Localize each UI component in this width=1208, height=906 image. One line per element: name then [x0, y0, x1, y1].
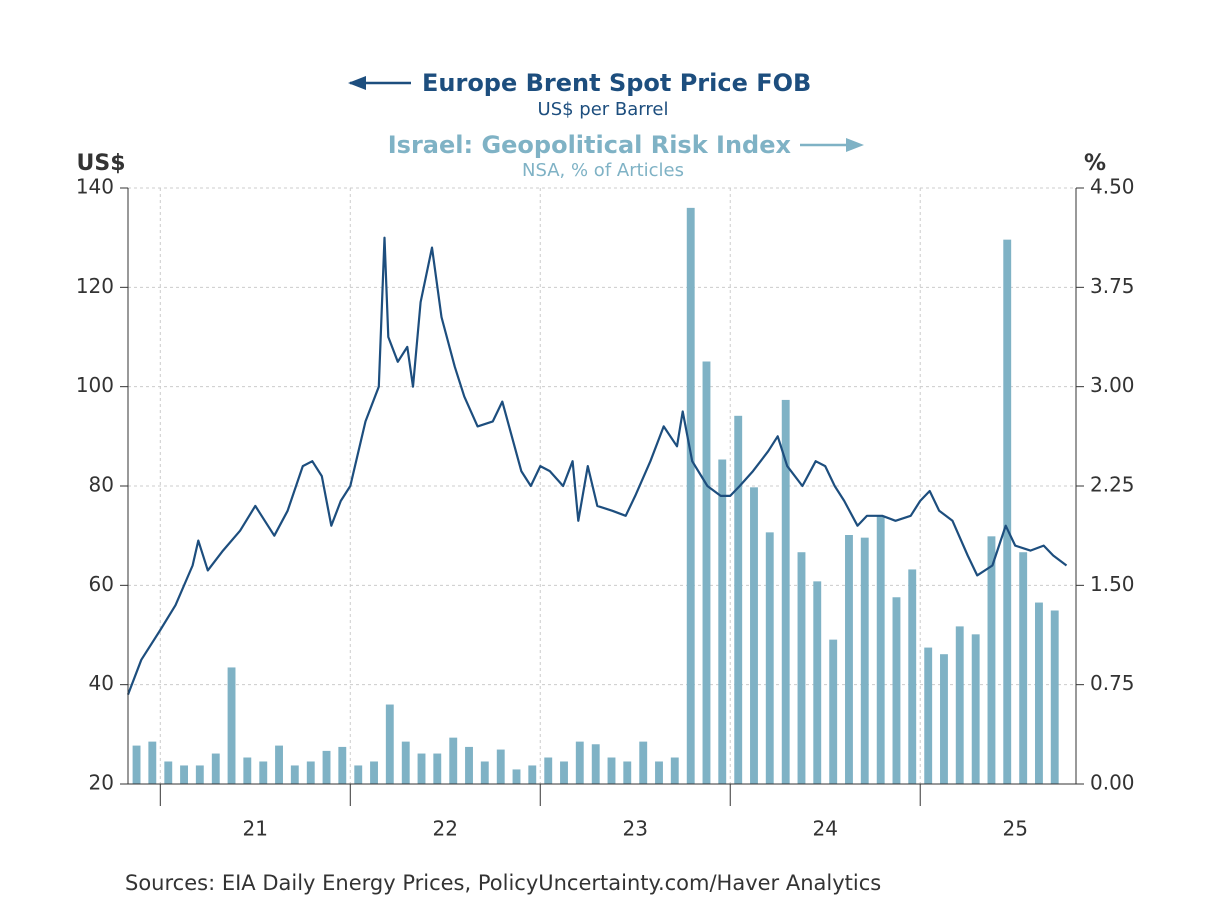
- y2-tick-label: 3.00: [1090, 373, 1135, 397]
- bar: [591, 744, 600, 784]
- line: [126, 236, 1068, 695]
- bar: [908, 569, 917, 784]
- bar: [243, 757, 252, 784]
- x-tick-label: 24: [812, 817, 837, 841]
- bar: [401, 741, 410, 784]
- bar: [132, 745, 141, 784]
- bar: [180, 765, 188, 784]
- axes: 20 40 60 80 100 120 140 0.00 0.75 1.50 2.25 3.00 3.7…: [76, 175, 1135, 841]
- series-title: Israel: Geopolitical Risk Index: [388, 131, 792, 159]
- series-units: US$ per Barrel: [538, 99, 669, 120]
- y-tick-label: 100: [76, 373, 114, 397]
- bar: [639, 741, 648, 784]
- bar: [449, 737, 458, 784]
- bar: [987, 536, 996, 784]
- arrow-head: [348, 76, 366, 90]
- bar: [322, 750, 331, 784]
- bar: [734, 415, 743, 784]
- bar: [164, 761, 173, 784]
- y2-tick-label: 0.00: [1090, 771, 1135, 795]
- bar: [227, 667, 236, 784]
- bar: [575, 741, 584, 784]
- x-tick-label: 25: [1002, 817, 1027, 841]
- bar: [306, 761, 315, 784]
- grid: [128, 187, 1076, 785]
- bars: [132, 207, 1059, 785]
- bar: [385, 704, 394, 784]
- y-tick-label: 60: [89, 572, 114, 596]
- bar: [607, 757, 616, 784]
- bar: [417, 753, 426, 784]
- y2-tick-label: 2.25: [1090, 473, 1135, 497]
- y-tick-label: 40: [89, 671, 114, 695]
- arrow-head: [846, 138, 864, 152]
- bar: [1019, 552, 1028, 784]
- bar: [813, 581, 822, 784]
- bar: [195, 765, 204, 784]
- bar: [338, 746, 347, 784]
- bar: [829, 639, 838, 784]
- bar: [433, 753, 442, 784]
- bar: [275, 745, 283, 784]
- y-tick-label: 80: [89, 473, 114, 497]
- y-tick-label: 20: [89, 771, 114, 795]
- bar: [512, 769, 521, 784]
- bar: [955, 626, 964, 784]
- bar: [370, 761, 378, 784]
- bar: [892, 597, 901, 784]
- bar: [290, 765, 299, 784]
- lines: [126, 236, 1068, 695]
- bar: [544, 757, 553, 784]
- bar: [1003, 239, 1012, 785]
- y-tick-label: 140: [76, 175, 114, 199]
- y-tick-label: 120: [76, 274, 114, 298]
- bar: [560, 761, 568, 784]
- bar: [259, 761, 268, 784]
- series-units: NSA, % of Articles: [522, 160, 684, 181]
- bar: [1050, 610, 1059, 784]
- bar: [354, 765, 363, 784]
- y2-tick-label: 4.50: [1090, 175, 1135, 199]
- x-tick-label: 21: [243, 817, 268, 841]
- bar: [1035, 602, 1043, 784]
- bar: [781, 399, 790, 784]
- bar: [655, 761, 663, 784]
- bar: [750, 487, 758, 784]
- y2-tick-label: 3.75: [1090, 274, 1135, 298]
- bar: [702, 361, 711, 784]
- bar: [797, 552, 806, 784]
- bar: [148, 741, 157, 784]
- bar: [971, 634, 980, 784]
- y2-tick-label: 1.50: [1090, 572, 1135, 596]
- bar: [465, 746, 473, 784]
- bar: [845, 535, 853, 784]
- bar: [924, 647, 933, 784]
- bar: [623, 761, 632, 784]
- bar: [860, 537, 869, 784]
- y-axis-label: US$: [76, 151, 125, 176]
- source: Sources: EIA Daily Energy Prices, Policy…: [125, 871, 881, 895]
- bar: [940, 654, 948, 784]
- bar: [765, 532, 774, 784]
- x-tick-label: 22: [433, 817, 458, 841]
- bar: [211, 753, 220, 784]
- bar: [480, 761, 489, 784]
- bar: [876, 516, 885, 784]
- bar: [670, 757, 679, 784]
- bar: [528, 765, 537, 784]
- bar: [496, 749, 505, 784]
- y2-tick-label: 0.75: [1090, 671, 1135, 695]
- series-title: Europe Brent Spot Price FOB: [422, 69, 811, 97]
- bar: [718, 459, 727, 784]
- x-tick-label: 23: [623, 817, 648, 841]
- y2-axis-label: %: [1084, 151, 1106, 176]
- bar: [686, 207, 695, 784]
